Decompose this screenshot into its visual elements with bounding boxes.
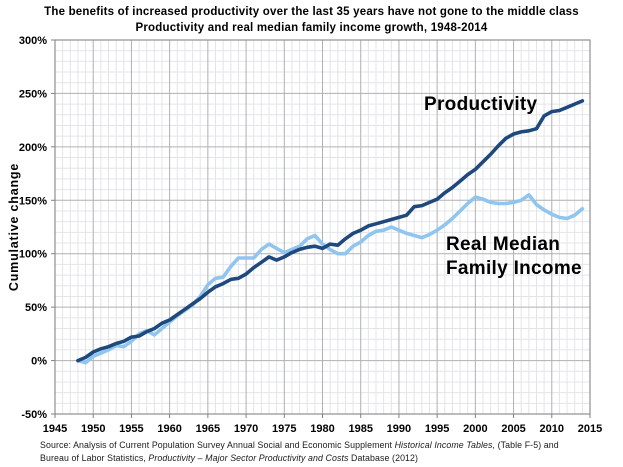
x-tick-label: 1995 [425, 423, 449, 435]
real-median-family-income-line [76, 193, 585, 365]
x-tick-label: 1990 [387, 423, 411, 435]
x-tick-label: 1945 [43, 423, 67, 435]
chart-subtitle: Productivity and real median family inco… [135, 22, 488, 34]
y-tick-label: 100% [19, 249, 47, 261]
x-tick-label: 1970 [234, 423, 258, 435]
annotation-text-line: Productivity [424, 94, 538, 115]
source-note-line-2: Bureau of Labor Statistics, Productivity… [40, 453, 615, 463]
x-tick-label: 1985 [348, 423, 372, 435]
annotation-text-line: Real Median [446, 234, 561, 255]
source-italic-segment: Productivity – Major Sector Productivity… [148, 453, 349, 463]
chart-title: The benefits of increased productivity o… [44, 6, 579, 18]
source-text-segment: (Table F-5) and [495, 440, 559, 450]
y-tick-label: 250% [19, 88, 47, 100]
x-tick-label: 1955 [119, 423, 143, 435]
y-tick-label: 150% [19, 195, 47, 207]
y-tick-label: 50% [25, 302, 47, 314]
x-tick-label: 1975 [272, 423, 296, 435]
y-tick-label: 300% [19, 35, 47, 47]
source-note-line-1: Source: Analysis of Current Population S… [40, 440, 615, 450]
source-italic-segment: Historical Income Tables, [394, 440, 496, 450]
x-tick-label: 2000 [463, 423, 487, 435]
annotation-real-median-family-income: Real Median Family Income [446, 233, 582, 281]
x-tick-label: 2015 [578, 423, 602, 435]
x-tick-label: 1980 [310, 423, 334, 435]
x-tick-label: 1960 [157, 423, 181, 435]
source-text-segment: Database (2012) [348, 453, 419, 463]
source-text-segment: Source: Analysis of Current Population S… [40, 440, 395, 450]
y-tick-label: -50% [21, 409, 47, 421]
x-tick-label: 2010 [540, 423, 564, 435]
productivity-line [76, 99, 585, 363]
source-text-segment: Bureau of Labor Statistics, [40, 453, 149, 463]
x-tick-label: 1965 [196, 423, 220, 435]
annotation-text-line: Family Income [446, 258, 582, 279]
x-tick-label: 2005 [501, 423, 525, 435]
y-tick-label: 0% [31, 356, 47, 368]
x-tick-label: 1950 [81, 423, 105, 435]
y-tick-label: 200% [19, 142, 47, 154]
annotation-productivity: Productivity [424, 93, 537, 117]
